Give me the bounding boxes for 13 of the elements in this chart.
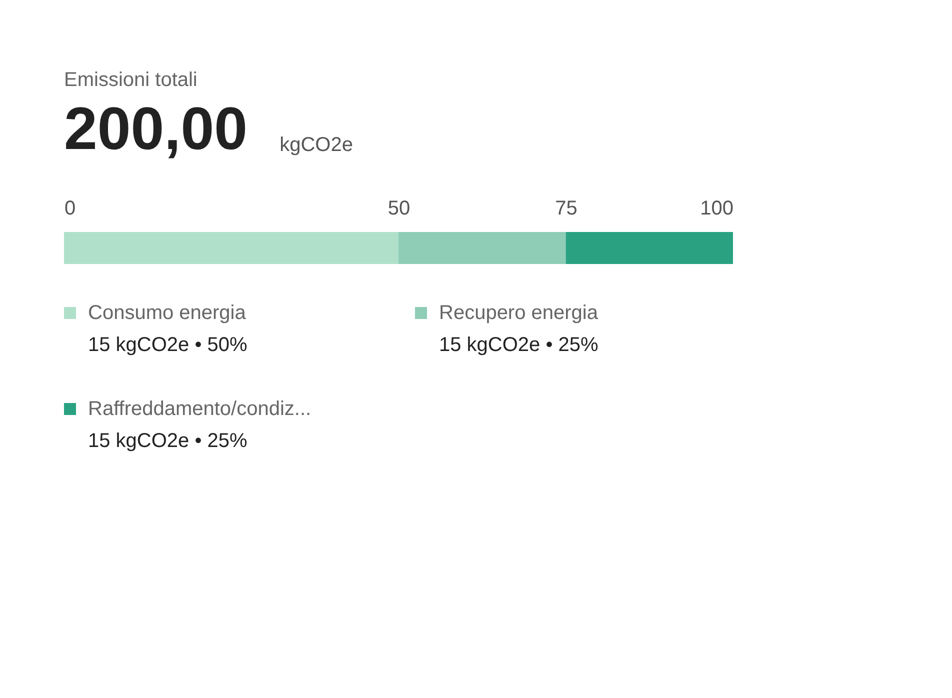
legend-label: Raffreddamento/condiz... — [88, 398, 312, 420]
legend-label: Consumo energia — [88, 302, 247, 324]
chart-subtitle: 200,00 — [64, 95, 248, 162]
text: 15 kgCO2e • 25% — [88, 430, 248, 452]
legend-label: Recupero energia — [439, 302, 599, 324]
x-tick-label: 0 — [64, 198, 76, 220]
text: kgCO2e — [280, 134, 353, 156]
text: 15 kgCO2e • 25% — [439, 334, 599, 356]
x-tick-label: 50 — [388, 198, 410, 220]
x-tick-label: 75 — [555, 198, 578, 220]
x-tick-label: 100 — [700, 198, 734, 220]
chart-title: Emissioni totali — [64, 69, 198, 91]
text: 15 kgCO2e • 50% — [88, 334, 248, 356]
